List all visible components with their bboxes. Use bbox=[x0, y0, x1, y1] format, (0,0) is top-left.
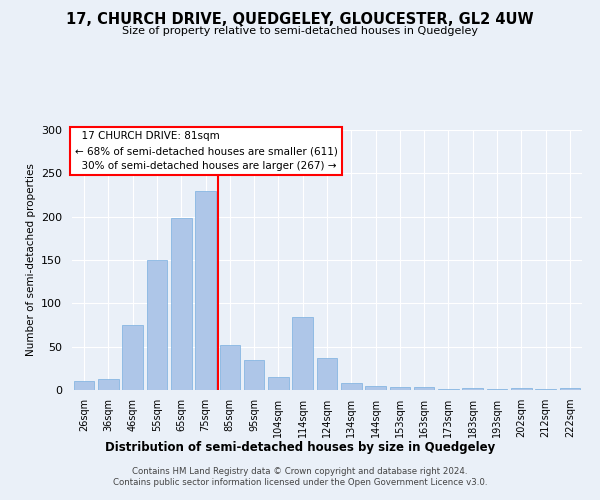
Bar bbox=[438, 389, 459, 390]
Bar bbox=[560, 388, 580, 390]
Bar bbox=[317, 358, 337, 390]
Bar bbox=[341, 383, 362, 390]
Bar bbox=[365, 386, 386, 390]
Bar bbox=[171, 218, 191, 390]
Bar bbox=[292, 317, 313, 390]
Text: Size of property relative to semi-detached houses in Quedgeley: Size of property relative to semi-detach… bbox=[122, 26, 478, 36]
Bar bbox=[122, 325, 143, 390]
Bar bbox=[146, 260, 167, 390]
Text: Distribution of semi-detached houses by size in Quedgeley: Distribution of semi-detached houses by … bbox=[105, 441, 495, 454]
Text: 17, CHURCH DRIVE, QUEDGELEY, GLOUCESTER, GL2 4UW: 17, CHURCH DRIVE, QUEDGELEY, GLOUCESTER,… bbox=[66, 12, 534, 28]
Y-axis label: Number of semi-detached properties: Number of semi-detached properties bbox=[26, 164, 35, 356]
Bar bbox=[74, 382, 94, 390]
Text: Contains public sector information licensed under the Open Government Licence v3: Contains public sector information licen… bbox=[113, 478, 487, 487]
Text: Contains HM Land Registry data © Crown copyright and database right 2024.: Contains HM Land Registry data © Crown c… bbox=[132, 467, 468, 476]
Bar bbox=[463, 388, 483, 390]
Bar bbox=[511, 388, 532, 390]
Bar bbox=[389, 386, 410, 390]
Bar bbox=[268, 377, 289, 390]
Bar bbox=[414, 388, 434, 390]
Bar bbox=[98, 378, 119, 390]
Bar bbox=[535, 389, 556, 390]
Bar bbox=[195, 190, 216, 390]
Text: 17 CHURCH DRIVE: 81sqm  
← 68% of semi-detached houses are smaller (611)
  30% o: 17 CHURCH DRIVE: 81sqm ← 68% of semi-det… bbox=[74, 132, 337, 171]
Bar bbox=[487, 389, 508, 390]
Bar bbox=[244, 360, 265, 390]
Bar bbox=[220, 345, 240, 390]
